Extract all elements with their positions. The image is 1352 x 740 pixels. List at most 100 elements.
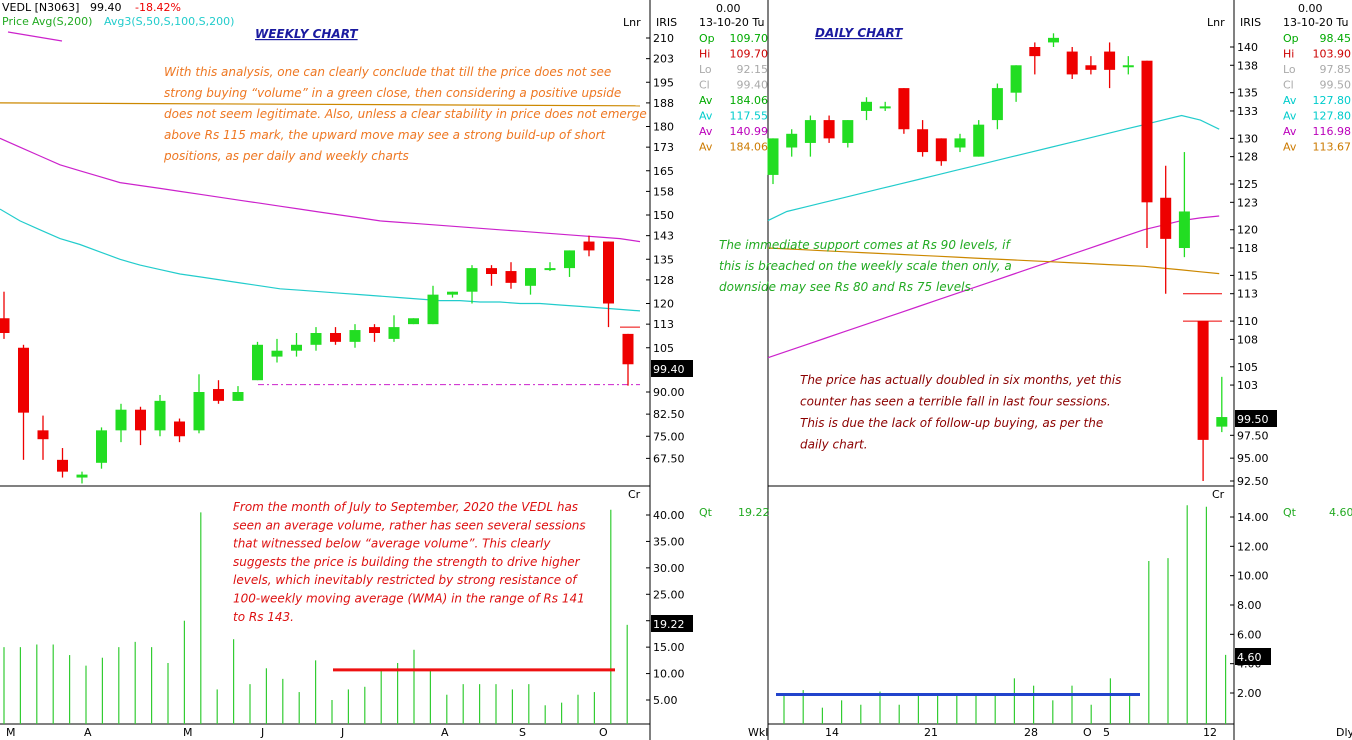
- weekly-info-value: 92.15: [737, 63, 769, 76]
- legend-avg-200: Avg(S,200): [32, 15, 92, 28]
- weekly-candle-body: [57, 459, 68, 472]
- daily-candle-body: [804, 120, 816, 143]
- weekly-x-label: J: [260, 726, 264, 739]
- weekly-info-value: 184.06: [730, 94, 769, 107]
- weekly-candle-body: [76, 474, 88, 478]
- weekly-y-tick-label: 82.50: [653, 408, 685, 421]
- daily-volume-marker: 4.60: [1235, 648, 1271, 665]
- weekly-y-tick-label: 158: [653, 185, 674, 198]
- daily-y-tick-label: 130: [1237, 132, 1258, 145]
- daily-vol-tick-label: 10.00: [1237, 570, 1269, 583]
- weekly-candle-body: [193, 392, 205, 431]
- daily-candle-body: [1048, 37, 1059, 43]
- daily-info-key: Op: [1283, 32, 1299, 45]
- info-daily-qt-label: Qt: [1283, 506, 1297, 519]
- daily-y-tick-label: 120: [1237, 224, 1258, 237]
- weekly-candle-body: [349, 330, 361, 342]
- daily-info-value: 99.50: [1320, 79, 1352, 92]
- daily-y-tick-label: 125: [1237, 178, 1258, 191]
- daily-vol-tick-label: 14.00: [1237, 511, 1269, 524]
- weekly-candle-body: [544, 268, 556, 271]
- daily-x-label: 12: [1203, 726, 1217, 739]
- daily-support-note: The immediate support comes at Rs 90 lev…: [719, 238, 1012, 294]
- daily-candle-body: [1178, 211, 1190, 249]
- daily-price-note: The price has actually doubled in six mo…: [800, 373, 1121, 452]
- daily-scale-label: Lnr: [1207, 16, 1225, 29]
- weekly-x-label: S: [519, 726, 526, 739]
- weekly-y-tick-label: 90.00: [653, 386, 685, 399]
- daily-info-key: Hi: [1283, 48, 1294, 61]
- daily-y-tick-label: 97.50: [1237, 429, 1269, 442]
- weekly-y-tick-label: 120: [653, 298, 674, 311]
- weekly-info-value: 140.99: [730, 125, 769, 138]
- info-weekly-date: 13-10-20 Tu: [699, 16, 764, 29]
- info-weekly-name: IRIS: [656, 16, 677, 29]
- daily-x-label: Wkl: [748, 726, 768, 739]
- daily-vol-tick-label: 8.00: [1237, 599, 1262, 612]
- weekly-candle-body: [232, 392, 244, 401]
- daily-candle-body: [1197, 321, 1209, 440]
- weekly-y-tick-label: 173: [653, 141, 674, 154]
- daily-x-label: O: [1083, 726, 1092, 739]
- weekly-candle-body: [291, 344, 302, 351]
- daily-vol-tick-label: 2.00: [1237, 687, 1262, 700]
- weekly-info-key: Cl: [699, 79, 710, 92]
- weekly-candle-body: [486, 268, 497, 274]
- weekly-info-key: Op: [699, 32, 715, 45]
- weekly-candle-body: [583, 241, 595, 251]
- weekly-candle-body: [0, 318, 10, 333]
- note-line: strong buying “volume” in a green close,…: [164, 86, 621, 100]
- weekly-candle-body: [115, 409, 127, 431]
- weekly-volume-note: From the month of July to September, 202…: [233, 500, 586, 624]
- daily-candle-body: [935, 138, 947, 162]
- weekly-candle-body: [213, 389, 224, 401]
- daily-info-value: 103.90: [1313, 48, 1352, 61]
- weekly-price-marker-label: 99.40: [653, 363, 685, 376]
- info-daily-top: 0.00: [1298, 2, 1323, 15]
- daily-info-key: Av: [1283, 94, 1297, 107]
- daily-price-marker: 99.50: [1235, 410, 1277, 427]
- daily-candle-body: [1216, 417, 1228, 427]
- weekly-candle-body: [388, 327, 400, 339]
- daily-y-tick-label: 128: [1237, 151, 1258, 164]
- weekly-candle-body: [408, 318, 419, 325]
- daily-y-tick-label: 95.00: [1237, 452, 1269, 465]
- weekly-candle-body: [525, 268, 536, 286]
- weekly-candle-body: [447, 291, 458, 295]
- daily-info-panel: IRIS 0.00 13-10-20 Tu Op 98.45 Hi 103.90 Lo 9…: [1240, 2, 1352, 519]
- note-line: With this analysis, one can clearly conc…: [164, 65, 611, 79]
- daily-candle-body: [1029, 47, 1041, 57]
- weekly-candle-body: [427, 294, 439, 325]
- weekly-y-tick-label: 150: [653, 209, 674, 222]
- note-line: above Rs 115 mark, the upward move may s…: [164, 128, 607, 142]
- daily-chart-title: DAILY CHART: [815, 26, 903, 40]
- weekly-candle-body: [154, 400, 166, 431]
- note-line: levels, which inevitably restricted by s…: [233, 573, 578, 587]
- weekly-y-tick-label: 188: [653, 97, 674, 110]
- weekly-x-label: A: [84, 726, 92, 739]
- daily-x-label: Dly: [1336, 726, 1352, 739]
- daily-candle-body: [954, 138, 966, 148]
- note-line: to Rs 143.: [233, 610, 294, 624]
- daily-y-tick-label: 140: [1237, 41, 1258, 54]
- weekly-x-label: J: [340, 726, 344, 739]
- weekly-x-label: O: [599, 726, 608, 739]
- daily-time-axis: Wkl 14 21 28 O 5 12 Dly: [748, 726, 1352, 739]
- daily-x-label: 28: [1024, 726, 1038, 739]
- daily-volume-bars: [776, 505, 1227, 724]
- daily-candle-body: [1104, 51, 1116, 70]
- note-line: From the month of July to September, 202…: [233, 500, 578, 514]
- weekly-candle-body: [271, 350, 283, 357]
- weekly-candle-body: [310, 333, 322, 345]
- daily-info-value: 127.80: [1313, 110, 1352, 123]
- daily-volume-marker-label: 4.60: [1237, 651, 1262, 664]
- weekly-ma-orange-line: [0, 102, 641, 107]
- daily-info-value: 113.67: [1313, 141, 1352, 154]
- weekly-info-value: 109.70: [730, 48, 769, 61]
- info-daily-qt-value: 4.60: [1329, 506, 1352, 519]
- daily-candle-body: [879, 106, 891, 109]
- daily-info-value: 127.80: [1313, 94, 1352, 107]
- weekly-info-key: Av: [699, 110, 713, 123]
- note-line: does not seem legitimate. Also, unless a…: [164, 107, 647, 121]
